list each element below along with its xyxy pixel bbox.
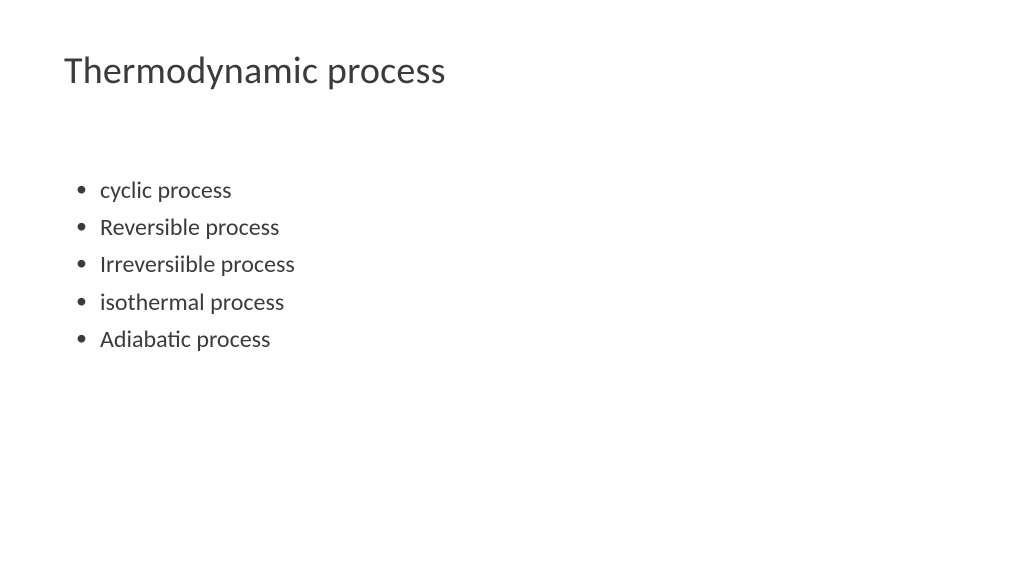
slide-title: Thermodynamic process: [64, 48, 960, 94]
list-item: Adiabatic process: [100, 321, 960, 358]
bullet-list: cyclic process Reversible process Irreve…: [64, 172, 960, 358]
list-item: isothermal process: [100, 284, 960, 321]
list-item: Irreversiible process: [100, 246, 960, 283]
slide-container: Thermodynamic process cyclic process Rev…: [0, 0, 1024, 576]
list-item: Reversible process: [100, 209, 960, 246]
list-item: cyclic process: [100, 172, 960, 209]
